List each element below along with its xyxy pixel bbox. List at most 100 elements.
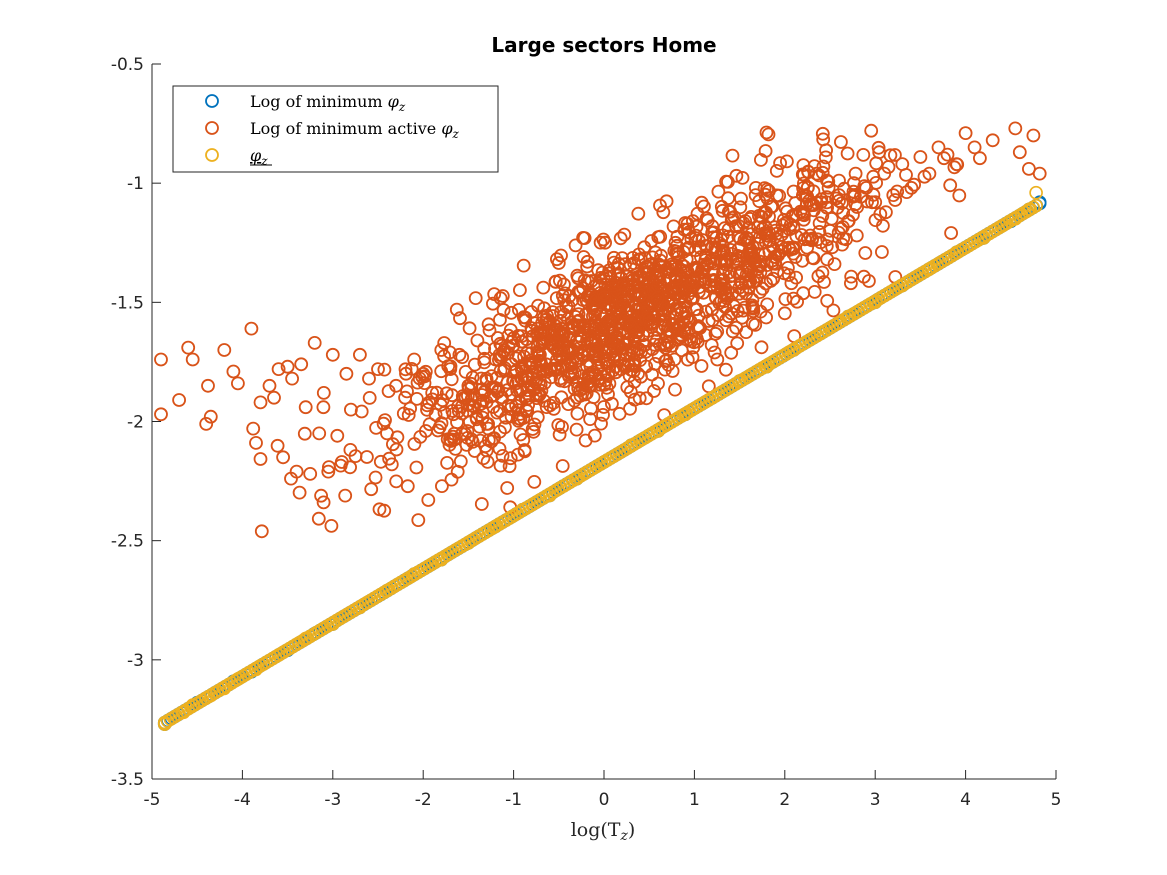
- data-point-series-2: [724, 345, 739, 360]
- data-point-series-3: [895, 278, 910, 293]
- data-point-series-2: [544, 370, 558, 385]
- data-point-series-2: [647, 384, 661, 398]
- data-point-series-2: [700, 239, 714, 254]
- data-point-series-2: [311, 511, 326, 526]
- data-point-series-2: [314, 488, 329, 503]
- data-point-series-2: [876, 218, 890, 233]
- data-point-series-2: [922, 166, 937, 181]
- data-point-series-2: [551, 256, 566, 270]
- data-point-series-2: [437, 349, 452, 364]
- data-point-series-2: [579, 307, 593, 322]
- data-point-series-2: [758, 187, 773, 202]
- data-point-series-3: [353, 600, 367, 615]
- data-point-series-2: [763, 274, 778, 288]
- data-point-series-2: [533, 354, 548, 369]
- data-point-series-2: [712, 236, 727, 251]
- data-point-series-2: [433, 397, 448, 412]
- data-point-series-2: [506, 374, 520, 389]
- data-point-series-2: [434, 343, 449, 357]
- data-point-series-2: [864, 123, 879, 138]
- data-point-series-2: [389, 378, 404, 393]
- data-point-series-2: [552, 427, 567, 442]
- data-point-series-2: [403, 401, 418, 416]
- legend-label-subscript: z: [398, 100, 406, 114]
- data-point-series-2: [294, 357, 309, 372]
- data-point-series-2: [868, 195, 883, 210]
- data-point-series-2: [648, 245, 663, 260]
- data-point-series-2: [687, 262, 702, 276]
- data-point-series-2: [307, 335, 322, 350]
- data-point-series-2: [668, 269, 682, 284]
- data-point-series-2: [481, 416, 496, 431]
- data-point-series-2: [411, 513, 426, 527]
- data-point-series-2: [714, 281, 729, 295]
- data-point-series-2: [552, 326, 567, 341]
- data-point-series-2: [846, 184, 861, 199]
- data-point-series-2: [800, 240, 814, 255]
- data-point-series-3: [651, 424, 666, 438]
- data-point-series-2: [589, 278, 604, 292]
- data-point-series-2: [727, 210, 742, 224]
- data-point-series-2: [944, 226, 958, 240]
- data-point-series-2: [766, 271, 781, 286]
- data-point-series-2: [706, 262, 721, 277]
- data-point-series-2: [856, 147, 871, 162]
- data-point-series-2: [413, 429, 428, 444]
- data-point-series-2: [455, 389, 470, 404]
- data-point-series-2: [832, 188, 846, 203]
- data-point-series-2: [777, 306, 792, 321]
- data-point-series-2: [668, 235, 683, 250]
- data-point-series-2: [617, 227, 632, 242]
- data-point-series-2: [711, 184, 726, 199]
- data-point-series-2: [746, 250, 761, 265]
- data-point-series-2: [818, 150, 833, 165]
- data-point-series-2: [674, 343, 689, 358]
- data-point-series-2: [581, 369, 596, 384]
- data-point-series-2: [643, 317, 658, 332]
- legend-label-1: Log of minimum φz: [250, 92, 406, 114]
- data-point-series-2: [400, 479, 415, 494]
- data-point-series-2: [834, 135, 848, 149]
- data-point-series-2: [506, 331, 521, 346]
- data-point-series-2: [841, 214, 855, 229]
- data-point-series-2: [1026, 128, 1041, 143]
- data-point-series-2: [588, 343, 603, 358]
- data-point-series-2: [642, 312, 657, 326]
- data-point-series-2: [807, 159, 822, 174]
- data-point-series-2: [560, 312, 575, 326]
- data-point-series-2: [1032, 166, 1047, 181]
- data-point-series-2: [325, 347, 340, 362]
- data-point-series-2: [570, 333, 584, 348]
- data-point-series-2: [529, 391, 544, 406]
- data-point-series-2: [555, 419, 569, 434]
- x-tick-label: -2: [415, 790, 432, 810]
- data-point-series-2: [579, 377, 594, 392]
- data-point-series-2: [292, 485, 307, 500]
- data-point-series-2: [634, 344, 648, 359]
- data-point-series-3: [570, 471, 584, 486]
- x-tick-label: 4: [960, 790, 971, 810]
- data-point-series-2: [462, 321, 477, 336]
- data-point-series-2: [464, 376, 479, 391]
- data-point-series-2: [907, 177, 921, 192]
- data-point-series-2: [536, 280, 551, 295]
- data-point-series-3: [624, 438, 638, 453]
- data-point-series-2: [730, 304, 745, 318]
- data-point-series-2: [596, 407, 610, 422]
- data-point-series-2: [613, 231, 628, 246]
- data-point-series-2: [679, 305, 693, 319]
- data-point-series-2: [753, 265, 768, 279]
- data-point-series-2: [398, 362, 413, 377]
- data-point-series-2: [844, 269, 859, 284]
- data-point-series-3: [217, 681, 232, 696]
- data-point-series-2: [624, 319, 638, 334]
- data-point-series-2: [539, 312, 554, 327]
- data-point-series-2: [599, 380, 614, 395]
- data-point-series-2: [371, 362, 385, 377]
- data-point-series-2: [931, 140, 946, 155]
- chart-title: Large sectors Home: [491, 33, 716, 57]
- data-point-series-2: [871, 140, 886, 155]
- data-point-series-2: [203, 409, 218, 424]
- data-point-series-3: [678, 407, 693, 422]
- data-point-series-2: [271, 362, 286, 377]
